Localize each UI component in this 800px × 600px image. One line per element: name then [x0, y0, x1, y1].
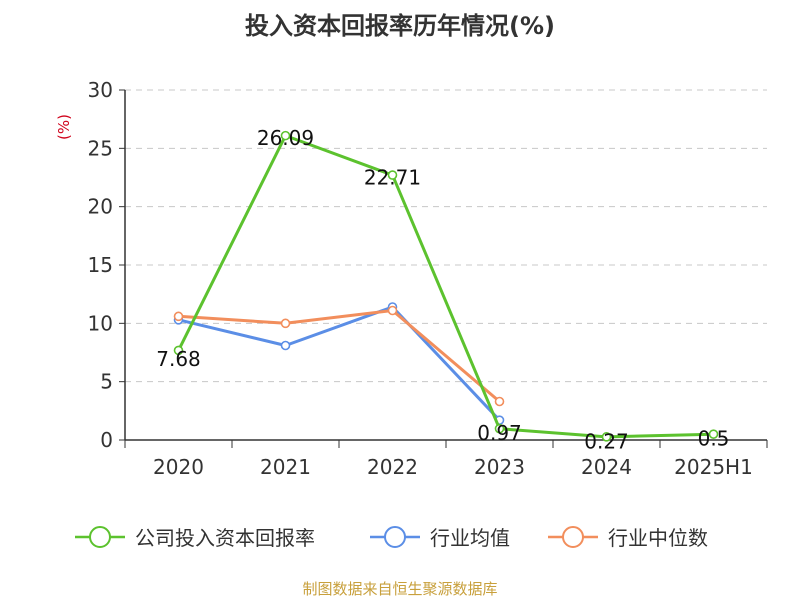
y-tick-label: 15 [88, 253, 113, 277]
data-point [494, 423, 505, 434]
data-label: 26.09 [257, 126, 314, 150]
y-axis-label: (%) [55, 114, 73, 140]
y-tick-label: 20 [88, 195, 113, 219]
y-tick-label: 25 [88, 136, 113, 160]
y-tick-label: 30 [88, 78, 113, 102]
legend-item-1[interactable]: 行业均值 [370, 526, 510, 550]
legend-marker [562, 526, 584, 548]
legend-label: 行业中位数 [608, 526, 708, 550]
y-tick-label: 0 [100, 428, 113, 452]
x-tick-label: 2021 [260, 455, 311, 479]
data-point [173, 311, 184, 322]
series-line-1 [178, 305, 501, 422]
legend-item-0[interactable]: 公司投入资本回报率 [75, 526, 315, 550]
x-tick-label: 2024 [581, 455, 632, 479]
y-tick-label: 10 [88, 311, 113, 335]
data-point [387, 170, 398, 180]
data-point [708, 429, 719, 439]
legend-label: 公司投入资本回报率 [135, 526, 315, 550]
data-point [280, 318, 291, 329]
legend[interactable]: 公司投入资本回报率 行业均值 行业中位数 [75, 526, 708, 550]
series-line-0 [177, 134, 714, 439]
x-tick-label: 2023 [474, 455, 525, 479]
x-tick-label: 2020 [153, 455, 204, 479]
data-point [280, 340, 291, 351]
data-point [494, 396, 505, 407]
y-tick-label: 5 [100, 370, 113, 394]
data-labels: 7.68 26.09 22.71 0.97 0.27 0.5 [156, 126, 729, 453]
legend-marker [89, 526, 111, 548]
legend-label: 行业均值 [430, 526, 510, 550]
gridlines [125, 89, 767, 383]
source-note: 制图数据来自恒生聚源数据库 [302, 580, 498, 598]
data-label: 0.27 [584, 429, 629, 453]
x-tick-label: 2025H1 [674, 455, 753, 479]
data-point [173, 345, 184, 356]
data-label: 0.5 [698, 427, 730, 451]
x-tick-label: 2022 [367, 455, 418, 479]
data-point [280, 130, 291, 141]
legend-marker [384, 526, 406, 548]
data-label: 0.97 [477, 421, 522, 445]
legend-item-2[interactable]: 行业中位数 [548, 526, 708, 550]
series-lines [173, 130, 719, 442]
data-label: 7.68 [156, 347, 201, 371]
axes: 0 5 10 15 20 25 30 2020 2021 2022 2023 2024 2025H1 [88, 78, 768, 479]
data-point [601, 432, 612, 442]
data-point [387, 305, 398, 316]
chart-title: 投入资本回报率历年情况(%) [245, 12, 555, 40]
series-line-2 [178, 309, 501, 403]
data-label: 22.71 [364, 166, 421, 190]
